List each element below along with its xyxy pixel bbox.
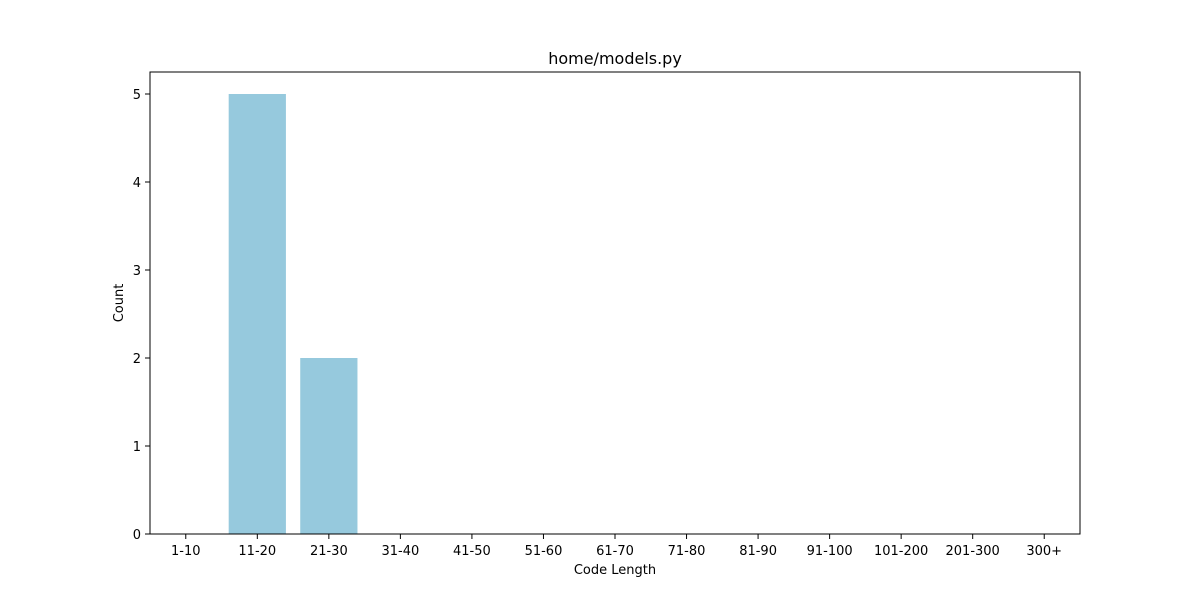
bar-11-20 (228, 94, 286, 534)
x-tick-label: 91-100 (807, 544, 853, 559)
x-tick-label: 51-60 (525, 544, 563, 559)
y-axis: 0 1 2 3 4 5 (133, 88, 150, 543)
bar-21-30 (300, 358, 358, 534)
x-tick-label: 1-10 (171, 544, 201, 559)
x-tick-label: 101-200 (874, 544, 928, 559)
y-tick-label: 0 (133, 528, 141, 543)
x-tick-label: 201-300 (946, 544, 1000, 559)
x-tick-label: 71-80 (668, 544, 706, 559)
chart-title: home/models.py (548, 49, 682, 68)
y-tick-label: 5 (133, 88, 141, 103)
x-tick-label: 21-30 (310, 544, 348, 559)
x-tick-label: 41-50 (453, 544, 491, 559)
x-axis-label: Code Length (574, 563, 656, 578)
y-tick-label: 1 (133, 440, 141, 455)
x-tick-label: 81-90 (739, 544, 777, 559)
x-tick-label: 11-20 (238, 544, 276, 559)
y-tick-label: 2 (133, 352, 141, 367)
bars-group (228, 94, 358, 534)
y-axis-label: Count (112, 284, 127, 323)
y-tick-label: 4 (133, 176, 141, 191)
x-tick-label: 300+ (1026, 544, 1062, 559)
y-tick-label: 3 (133, 264, 141, 279)
x-axis: 1-10 11-20 21-30 31-40 41-50 51-60 61-70 71-80 8… (171, 534, 1062, 559)
x-tick-label: 61-70 (596, 544, 634, 559)
x-tick-label: 31-40 (381, 544, 419, 559)
plot-frame (149, 71, 1081, 535)
